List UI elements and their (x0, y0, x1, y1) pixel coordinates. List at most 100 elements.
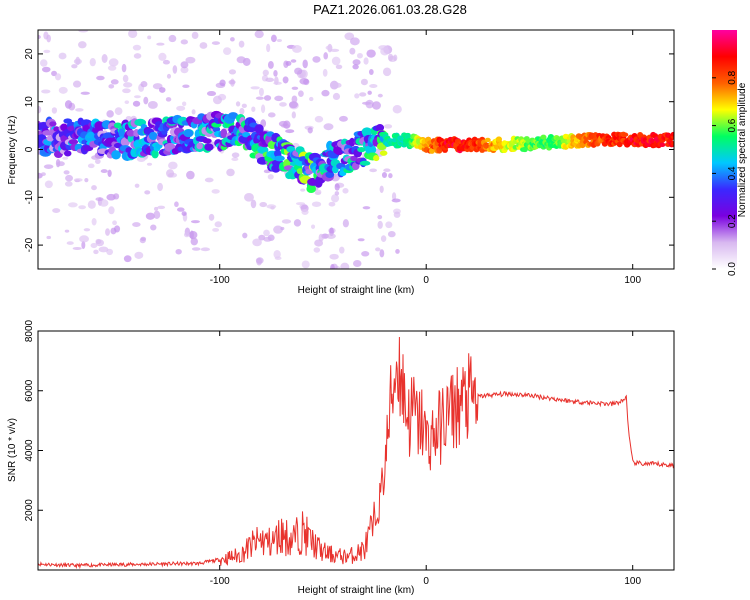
spectral-blob (244, 193, 254, 202)
spectral-blob (191, 247, 201, 251)
spectral-blob (331, 194, 340, 203)
spectral-blob (239, 107, 245, 115)
spectral-blob (385, 221, 393, 229)
spectral-blob (204, 177, 214, 183)
spectral-blob (367, 90, 372, 95)
spectral-blob (212, 227, 220, 232)
spectral-blob (51, 107, 58, 114)
spectral-blob (335, 64, 343, 70)
spectral-blob (357, 238, 365, 242)
spectral-blob (342, 188, 349, 194)
spectral-blob (332, 82, 342, 88)
spectral-blob (392, 105, 402, 114)
spectral-blob (670, 131, 674, 137)
spectral-blob (380, 235, 387, 243)
spectral-blob (180, 66, 189, 74)
spectral-blob (95, 197, 104, 202)
spectral-blob (238, 40, 245, 48)
spectral-blob (54, 73, 62, 81)
spectral-blob (114, 107, 123, 116)
spectral-blob (182, 84, 190, 89)
spectral-blob (387, 53, 394, 62)
spectral-blob (177, 207, 185, 212)
spectral-blob (191, 31, 199, 40)
spectral-blob (298, 90, 304, 97)
spectral-blob (270, 34, 277, 43)
spectral-blob (72, 80, 82, 88)
spectral-blob (73, 58, 82, 65)
spectral-blob (168, 161, 178, 170)
spectral-blob (262, 69, 269, 76)
spectral-blob (267, 61, 274, 69)
spectral-blob (285, 61, 292, 66)
spectral-blob (78, 41, 87, 49)
spectral-blob (64, 229, 70, 233)
spectral-blob (147, 100, 158, 109)
spectral-blob (174, 201, 179, 208)
spectral-blob (349, 37, 360, 46)
spectral-blob (296, 168, 304, 175)
spectral-blob (44, 180, 53, 189)
colorbar-tick-label: 0.0 (727, 262, 738, 276)
spectral-blob (121, 63, 127, 73)
colorbar: 0.0 0.2 0.4 0.6 0.8 Normalized spectral ampl… (712, 30, 748, 276)
spectral-blob (202, 138, 212, 144)
spectral-blob (352, 59, 361, 66)
snr-ytick-label: 2000 (24, 499, 35, 522)
spectral-blob (263, 229, 270, 237)
spectral-blob (132, 100, 141, 107)
spectral-blob (540, 134, 547, 140)
spectrogram-ytick-label: 20 (24, 48, 35, 60)
spectral-blob (259, 201, 268, 208)
colorbar-tick-label: 0.2 (727, 214, 738, 228)
spectral-blob (166, 169, 175, 178)
spectrogram-ylabel: Frequency (Hz) (7, 116, 18, 185)
spectral-blob (255, 257, 264, 264)
spectral-blob (280, 226, 285, 231)
spectral-blob (113, 122, 122, 129)
spectral-blob (140, 81, 148, 88)
snr-ytick-label: 4000 (24, 439, 35, 462)
spectral-blob (90, 242, 98, 249)
spectral-blob (484, 137, 491, 143)
spectral-blob (122, 74, 129, 83)
spectral-blob (120, 137, 130, 147)
spectral-blob (140, 236, 147, 241)
spectral-blob (38, 105, 42, 114)
spectral-blob (81, 241, 86, 250)
snr-xlabel: Height of straight line (km) (298, 585, 415, 596)
spectral-blob (318, 233, 324, 242)
snr-xtick-label: 100 (624, 576, 641, 587)
spectral-blob (291, 45, 302, 53)
spectral-blob (325, 171, 335, 178)
spectral-blob (273, 70, 278, 77)
spectral-blob (241, 103, 247, 109)
spectral-blob (60, 123, 68, 132)
spectral-blob (352, 64, 359, 70)
spectral-blob (134, 251, 144, 259)
spectral-blob (359, 92, 367, 97)
spectral-blob (289, 101, 298, 109)
spectral-blob (49, 121, 57, 127)
spectral-blob (157, 182, 163, 192)
spectral-blob (183, 232, 190, 238)
spectral-blob (112, 220, 117, 226)
spectral-blob (300, 69, 308, 79)
spectral-blob (190, 237, 198, 246)
spectral-blob (165, 97, 172, 102)
spectral-blob (162, 59, 170, 65)
spectral-blob (290, 59, 297, 63)
snr-ytick-label: 6000 (24, 379, 35, 402)
spectral-blob (107, 65, 117, 71)
spectral-blob (58, 52, 67, 60)
spectral-blob (361, 251, 370, 257)
spectral-blob (147, 35, 152, 40)
spectral-blob (331, 56, 341, 66)
spectral-blob (38, 34, 41, 40)
snr-ylabel: SNR (10 * v/v) (7, 418, 18, 482)
snr-xtick-label: 0 (423, 576, 429, 587)
spectral-blob (200, 247, 210, 252)
spectral-blob (325, 45, 333, 50)
spectrogram-ytick-label: -10 (24, 190, 35, 205)
spectral-blob (279, 102, 287, 107)
